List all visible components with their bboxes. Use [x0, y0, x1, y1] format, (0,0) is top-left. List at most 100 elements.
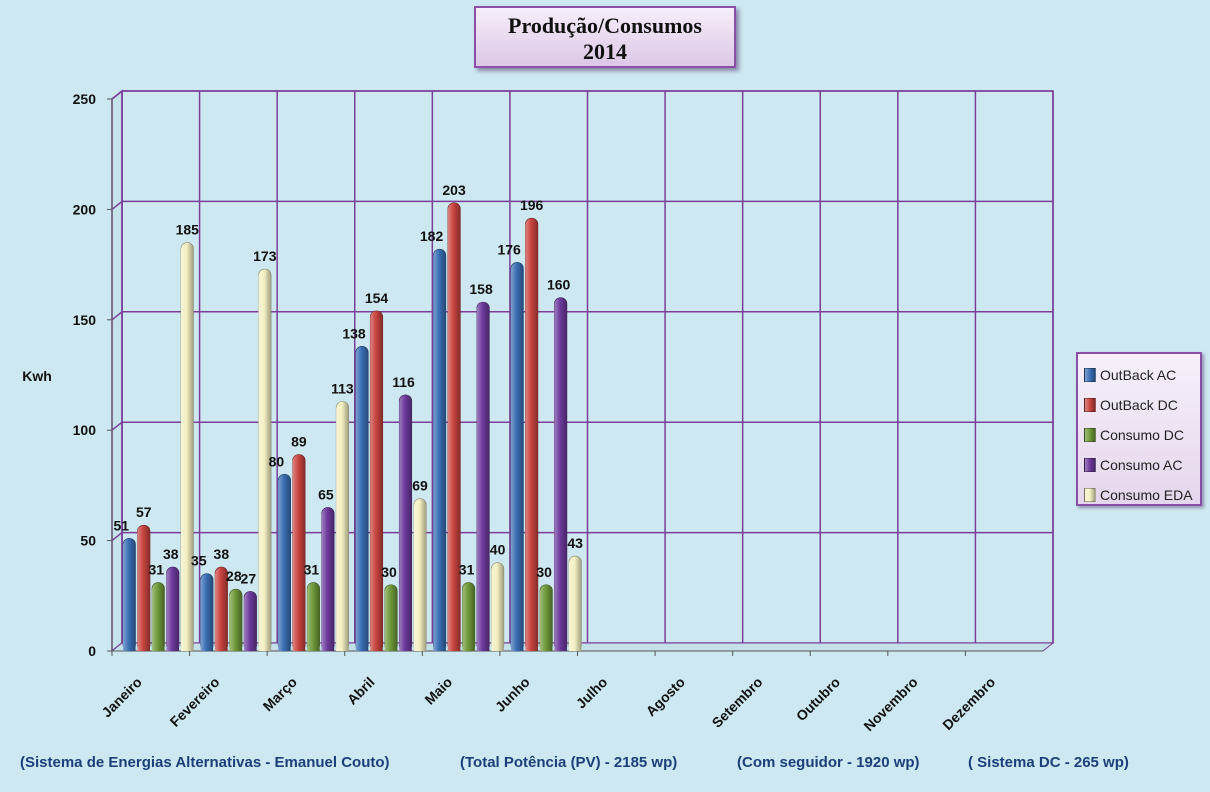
bar-body — [244, 597, 257, 651]
y-tick-label: 0 — [88, 643, 96, 659]
footer-total-power: (Total Potência (PV) - 2185 wp) — [460, 754, 678, 771]
x-tick-label: Março — [260, 674, 300, 714]
bar-body — [568, 562, 582, 651]
x-tick-label: Maio — [421, 674, 455, 708]
bar-body — [152, 588, 165, 651]
bar-body — [370, 316, 383, 651]
bar-body — [384, 590, 398, 651]
bar-body — [447, 208, 461, 651]
legend-label: Consumo DC — [1100, 427, 1185, 443]
legend-item: OutBack DC — [1084, 390, 1200, 420]
data-label: 160 — [547, 277, 571, 293]
x-tick-label: Junho — [492, 674, 533, 715]
bar-body — [476, 308, 490, 651]
data-label: 138 — [342, 325, 366, 341]
bar-body — [525, 224, 538, 651]
data-label: 173 — [253, 248, 277, 264]
data-label: 65 — [318, 486, 334, 502]
bar-body — [539, 590, 553, 651]
data-label: 113 — [331, 380, 354, 396]
plot-side-wall — [111, 89, 123, 653]
gridline-side — [111, 200, 123, 210]
bar-body — [336, 407, 349, 651]
legend-label: Consumo AC — [1100, 457, 1183, 473]
bar-body — [258, 275, 272, 651]
bar-body — [215, 573, 228, 651]
data-label: 30 — [381, 564, 397, 580]
data-label: 30 — [536, 564, 552, 580]
data-label: 116 — [392, 374, 415, 390]
bar-body — [137, 531, 150, 651]
y-tick-label: 200 — [73, 201, 97, 217]
data-label: 185 — [176, 222, 200, 238]
legend-swatch — [1084, 428, 1096, 442]
x-tick-label: Outubro — [793, 674, 843, 724]
data-label: 176 — [497, 241, 521, 257]
data-label: 40 — [490, 542, 506, 558]
y-tick-label: 250 — [73, 91, 97, 107]
x-tick-label: Fevereiro — [167, 674, 223, 730]
gridline-side — [111, 532, 123, 542]
legend-label: OutBack AC — [1100, 367, 1177, 383]
legend-swatch — [1084, 398, 1096, 412]
bar-body — [123, 544, 136, 651]
x-tick-label: Novembro — [860, 674, 920, 734]
chart-title: Produção/Consumos — [508, 13, 702, 38]
bar-body — [554, 303, 567, 651]
data-label: 182 — [420, 228, 444, 244]
y-tick-label: 100 — [73, 422, 97, 438]
bar-body — [181, 248, 194, 651]
bar-body — [413, 504, 427, 651]
data-label: 51 — [113, 517, 129, 533]
data-label: 38 — [163, 546, 179, 562]
bar-body — [399, 400, 412, 651]
data-label: 38 — [214, 546, 230, 562]
x-tick-label: Abril — [344, 674, 378, 708]
x-tick-label: Agosto — [643, 674, 688, 719]
data-label: 27 — [241, 570, 257, 586]
legend-swatch — [1084, 368, 1096, 382]
bar-body — [278, 480, 291, 651]
chart-year: 2014 — [583, 39, 627, 64]
legend-swatch — [1084, 458, 1096, 472]
data-label: 31 — [459, 562, 475, 578]
bar-body — [462, 588, 475, 651]
bar-body — [433, 255, 446, 652]
legend-item: Consumo EDA — [1084, 480, 1200, 510]
footer: (Sistema de Energias Alternativas - Eman… — [0, 754, 1210, 776]
data-label: 69 — [412, 478, 428, 494]
bar-body — [229, 595, 243, 651]
legend-item: Consumo AC — [1084, 450, 1200, 480]
bar-body — [166, 573, 179, 651]
legend: OutBack AC OutBack DC Consumo DC Consumo AC… — [1076, 352, 1202, 506]
data-label: 43 — [567, 535, 583, 551]
data-label: 158 — [469, 281, 493, 297]
data-label: 28 — [226, 568, 242, 584]
footer-system: (Sistema de Energias Alternativas - Eman… — [20, 754, 390, 771]
legend-label: OutBack DC — [1100, 397, 1178, 413]
bar-body — [491, 568, 504, 651]
data-label: 35 — [191, 553, 207, 569]
chart-title-box: Produção/Consumos 2014 — [474, 6, 736, 68]
y-tick-label: 150 — [73, 312, 97, 328]
x-tick-label: Julho — [573, 674, 611, 712]
legend-item: OutBack AC — [1084, 360, 1200, 390]
chart: 050100150200250KwhJaneiro51573138185Feve… — [22, 89, 1055, 734]
gridline-side — [111, 311, 123, 321]
bar-body — [307, 588, 320, 651]
bar-body — [510, 268, 524, 651]
y-axis-label: Kwh — [22, 368, 52, 384]
data-label: 154 — [365, 290, 389, 306]
data-label: 57 — [136, 504, 152, 520]
data-label: 31 — [304, 562, 320, 578]
legend-label: Consumo EDA — [1100, 487, 1193, 503]
gridline-side — [111, 90, 123, 100]
bar-body — [292, 460, 306, 651]
legend-item: Consumo DC — [1084, 420, 1200, 450]
bar-body — [200, 579, 214, 651]
x-tick-label: Setembro — [709, 674, 766, 731]
bar-body — [321, 513, 335, 651]
x-tick-label: Janeiro — [98, 674, 145, 721]
x-tick-label: Dezembro — [939, 674, 998, 733]
data-label: 203 — [442, 182, 466, 198]
